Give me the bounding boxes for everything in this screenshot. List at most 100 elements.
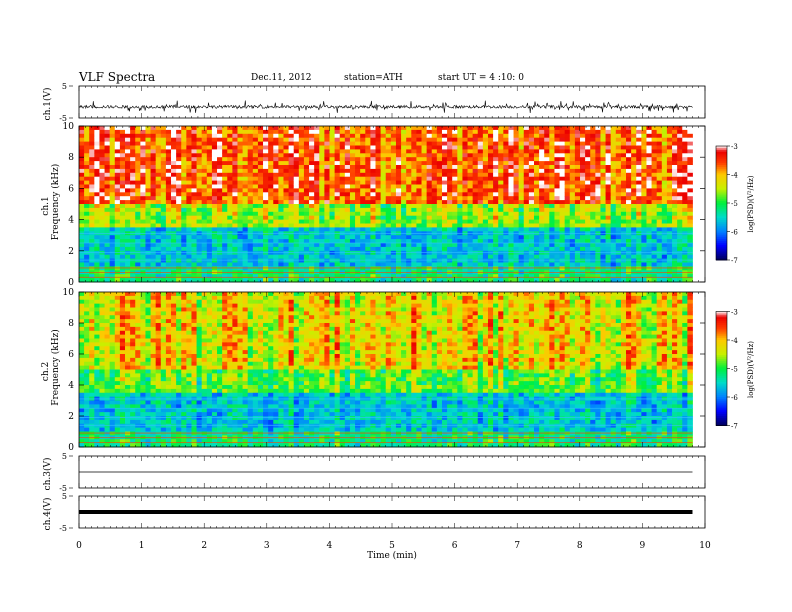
spectrogram-cell bbox=[620, 184, 627, 189]
spectrogram-cell bbox=[651, 192, 658, 197]
spectrogram-cell bbox=[99, 254, 105, 259]
spectrogram-cell bbox=[482, 153, 489, 158]
spectrogram-cell bbox=[355, 192, 361, 197]
spectrogram-cell bbox=[84, 400, 90, 405]
spectrogram-cell bbox=[206, 207, 213, 213]
spectrogram-cell bbox=[462, 219, 468, 224]
spectrogram-cell bbox=[365, 250, 371, 256]
spectrogram-cell bbox=[268, 180, 274, 185]
spectrogram-cell bbox=[656, 176, 663, 181]
spectrogram-cell bbox=[682, 207, 688, 213]
spectrogram-cell bbox=[84, 412, 90, 417]
spectrogram-cell bbox=[247, 250, 254, 256]
spectrogram-cell bbox=[534, 274, 540, 279]
spectrogram-cell bbox=[114, 176, 121, 181]
spectrogram-cell bbox=[324, 161, 330, 166]
spectrogram-cell bbox=[365, 137, 371, 142]
spectrogram-cell bbox=[401, 176, 407, 181]
spectrogram-cell bbox=[375, 215, 382, 220]
spectrogram-cell bbox=[109, 223, 116, 228]
spectrogram-cell bbox=[145, 219, 151, 224]
spectrogram-cell bbox=[421, 165, 428, 170]
spectrogram-cell bbox=[237, 126, 243, 131]
spectrogram-cell bbox=[559, 149, 566, 154]
spectrogram-cell bbox=[518, 172, 525, 178]
spectrogram-cell bbox=[303, 211, 310, 217]
spectrogram-cell bbox=[687, 200, 693, 205]
colorbar-cell bbox=[716, 239, 727, 242]
spectrogram-cell bbox=[595, 165, 601, 170]
spectrogram-cell bbox=[385, 254, 392, 259]
spectrogram-cell bbox=[636, 266, 642, 271]
spectrogram-cell bbox=[150, 157, 157, 162]
spectrogram-cell bbox=[569, 165, 576, 170]
spectrogram-cell bbox=[109, 145, 116, 150]
spectrogram-cell bbox=[104, 129, 111, 135]
spectrogram-cell bbox=[569, 204, 576, 209]
spectrogram-cell bbox=[467, 266, 474, 271]
spectrogram-cell bbox=[201, 274, 208, 279]
spectrogram-cell bbox=[574, 153, 581, 158]
spectrogram-cell bbox=[339, 180, 346, 185]
spectrogram-cell bbox=[508, 176, 514, 181]
spectrogram-cell bbox=[94, 168, 100, 174]
spectrogram-cell bbox=[227, 235, 233, 240]
spectrogram-cell bbox=[176, 223, 182, 228]
spectrogram-cell bbox=[580, 141, 586, 146]
spectrogram-cell bbox=[580, 243, 586, 248]
spectrogram-cell bbox=[436, 133, 443, 139]
spectrogram-cell bbox=[242, 250, 249, 256]
spectrogram-cell bbox=[217, 129, 223, 135]
spectrogram-cell bbox=[278, 207, 284, 213]
spectrogram-cell bbox=[79, 129, 85, 135]
spectrogram-cell bbox=[477, 188, 484, 193]
spectrogram-cell bbox=[329, 165, 336, 170]
spectrogram-cell bbox=[666, 176, 673, 181]
spectrogram-cell bbox=[666, 211, 673, 217]
spectrogram-cell bbox=[206, 250, 213, 256]
spectrogram-cell bbox=[360, 188, 366, 193]
spectrogram-cell bbox=[436, 207, 443, 213]
spectrogram-cell bbox=[242, 168, 249, 174]
spectrogram-cell bbox=[125, 141, 131, 146]
spectrogram-cell bbox=[615, 133, 622, 139]
spectrogram-cell bbox=[84, 346, 90, 351]
spectrogram-cell bbox=[503, 196, 509, 201]
spectrogram-cell bbox=[288, 184, 295, 189]
spectrogram-cell bbox=[119, 274, 126, 279]
spectrogram-cell bbox=[227, 153, 233, 158]
spectrogram-cell bbox=[580, 266, 586, 271]
spectrogram-cell bbox=[672, 207, 678, 213]
spectrogram-cell bbox=[89, 239, 95, 244]
colorbar-cell bbox=[716, 203, 727, 206]
spectrogram-cell bbox=[349, 219, 356, 224]
spectrogram-cell bbox=[79, 243, 85, 248]
spectrogram-cell bbox=[656, 207, 663, 213]
colorbar-cell bbox=[716, 235, 727, 238]
spectrogram-cell bbox=[165, 250, 172, 256]
spectrogram-cell bbox=[155, 254, 162, 259]
spectrogram-cell bbox=[385, 219, 392, 224]
spectrogram-cell bbox=[436, 145, 443, 150]
spectrogram-cell bbox=[431, 215, 438, 220]
spectrogram-cell bbox=[513, 246, 520, 252]
spectrogram-cell bbox=[513, 274, 520, 279]
spectrogram-cell bbox=[406, 129, 412, 135]
spectrogram-cell bbox=[508, 180, 514, 185]
spectrogram-cell bbox=[559, 246, 566, 252]
spectrogram-cell bbox=[631, 266, 637, 271]
spectrogram-cell bbox=[268, 176, 274, 181]
spectrogram-cell bbox=[314, 227, 320, 232]
spectrogram-cell bbox=[181, 243, 187, 248]
spectrogram-cell bbox=[375, 223, 382, 228]
spectrogram-cell bbox=[319, 200, 325, 205]
spectrogram-cell bbox=[298, 126, 305, 131]
spectrogram-cell bbox=[441, 176, 448, 181]
spectrogram-cell bbox=[257, 184, 264, 189]
spectrogram-cell bbox=[339, 258, 346, 263]
colorbar-cell bbox=[716, 206, 727, 210]
spectrogram-cell bbox=[232, 246, 238, 252]
spectrogram-cell bbox=[390, 133, 397, 139]
spectrogram-cell bbox=[329, 126, 336, 131]
spectrogram-cell bbox=[457, 200, 463, 205]
